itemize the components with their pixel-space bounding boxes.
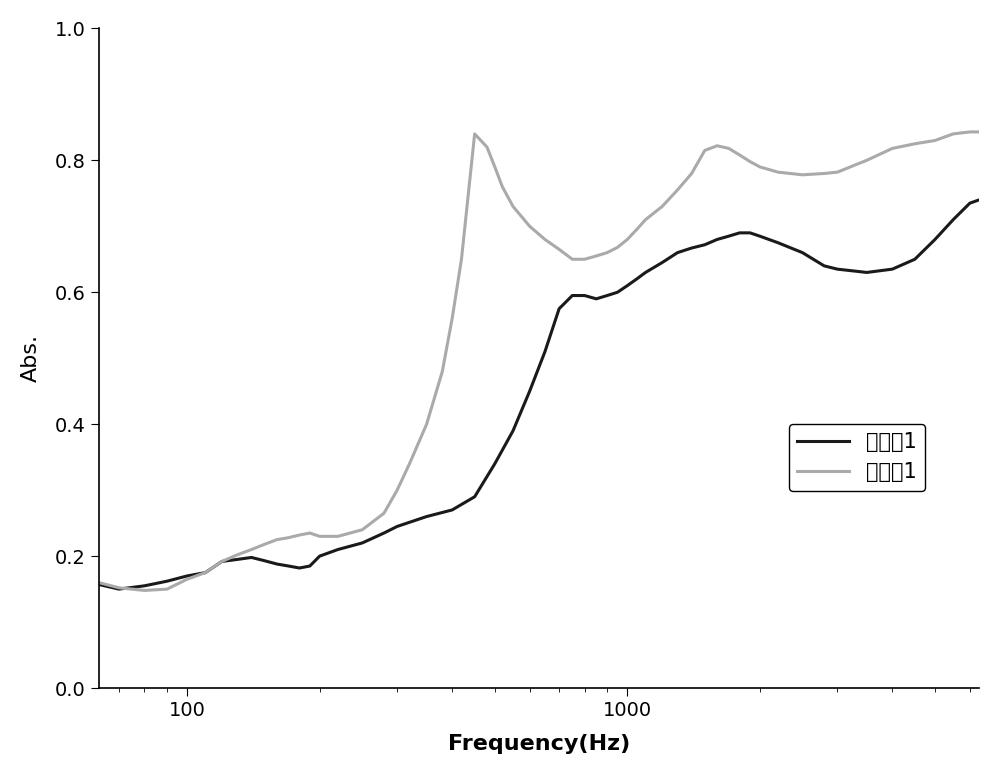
- 实施例1: [138, 586, 150, 595]
- 对比例1: [964, 198, 976, 208]
- 实施例1: [93, 578, 105, 587]
- 对比例1: [469, 492, 481, 501]
- 实施例1: [421, 419, 433, 429]
- Line: 实施例1: 实施例1: [99, 132, 979, 591]
- 实施例1: [964, 127, 976, 136]
- 对比例1: [113, 584, 125, 594]
- 实施例1: [973, 127, 985, 136]
- Legend: 对比例1, 实施例1: 对比例1, 实施例1: [789, 424, 925, 491]
- 对比例1: [231, 555, 243, 564]
- 实施例1: [391, 485, 403, 494]
- Y-axis label: Abs.: Abs.: [21, 334, 41, 382]
- 实施例1: [631, 225, 643, 234]
- Line: 对比例1: 对比例1: [99, 200, 979, 589]
- 对比例1: [283, 561, 295, 570]
- 实施例1: [436, 367, 448, 376]
- 实施例1: [283, 533, 295, 542]
- 对比例1: [314, 552, 326, 561]
- X-axis label: Frequency(Hz): Frequency(Hz): [448, 734, 630, 754]
- 对比例1: [886, 264, 898, 274]
- 对比例1: [973, 195, 985, 205]
- 实施例1: [356, 525, 368, 535]
- 对比例1: [93, 580, 105, 589]
